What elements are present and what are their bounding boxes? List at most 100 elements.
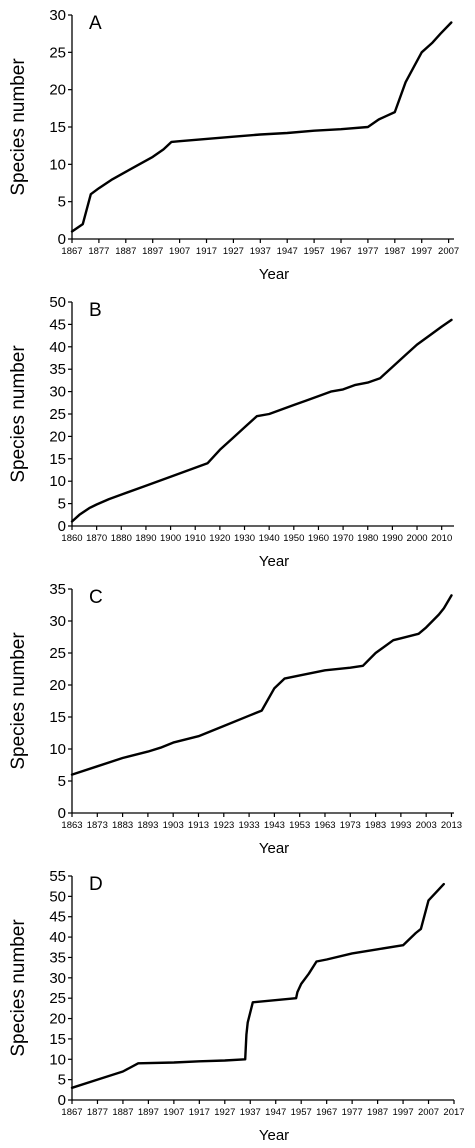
y-tick-label: 10 (49, 473, 66, 490)
y-tick-label: 15 (49, 451, 66, 468)
x-tick-label: 1967 (330, 246, 351, 257)
y-tick-label: 45 (49, 909, 66, 926)
x-tick-label: 1947 (265, 1107, 286, 1118)
x-tick-label: 1893 (137, 820, 158, 831)
x-tick-label: 2013 (441, 820, 462, 831)
x-tick-label: 1993 (390, 820, 411, 831)
y-tick-label: 15 (49, 119, 66, 136)
y-tick-label: 0 (58, 231, 66, 248)
x-tick-label: 1917 (189, 1107, 210, 1118)
x-tick-label: 1957 (291, 1107, 312, 1118)
y-tick-label: 0 (58, 1092, 66, 1109)
x-tick-label: 1923 (213, 820, 234, 831)
y-tick-label: 20 (49, 1011, 66, 1028)
y-tick-label: 10 (49, 1051, 66, 1068)
x-tick-label: 1903 (163, 820, 184, 831)
y-tick-label: 55 (49, 868, 66, 885)
y-tick-label: 20 (49, 82, 66, 99)
x-tick-label: 1970 (333, 533, 354, 544)
x-axis-label: Year (259, 266, 289, 283)
x-tick-label: 1860 (61, 533, 82, 544)
x-tick-label: 1987 (367, 1107, 388, 1118)
y-tick-label: 35 (49, 949, 66, 966)
y-tick-label: 0 (58, 805, 66, 822)
x-tick-label: 2007 (418, 1107, 439, 1118)
x-tick-label: 1880 (111, 533, 132, 544)
x-tick-label: 1927 (223, 246, 244, 257)
x-tick-label: 1920 (209, 533, 230, 544)
x-tick-label: 2000 (406, 533, 427, 544)
x-tick-label: 1940 (259, 533, 280, 544)
x-tick-label: 1870 (86, 533, 107, 544)
x-tick-label: 1887 (115, 246, 136, 257)
y-tick-label: 10 (49, 156, 66, 173)
x-tick-label: 1987 (384, 246, 405, 257)
x-tick-label: 1937 (250, 246, 271, 257)
x-tick-label: 1907 (169, 246, 190, 257)
x-tick-label: 1887 (112, 1107, 133, 1118)
y-tick-label: 30 (49, 384, 66, 401)
y-tick-label: 30 (49, 970, 66, 987)
y-tick-label: 5 (58, 496, 66, 513)
series-line (70, 594, 453, 776)
chart-c-svg: 0 5 10 15 20 25 30 35 1863 1873 1883 1893 1903 1913 19… (8, 581, 462, 857)
x-axis-label: Year (259, 840, 289, 857)
series-line (70, 318, 453, 523)
y-tick-label: 5 (58, 1072, 66, 1089)
panel-label: A (89, 13, 102, 34)
x-tick-label: 2017 (443, 1107, 464, 1118)
x-tick-label: 1983 (365, 820, 386, 831)
y-tick-label: 15 (49, 709, 66, 726)
y-tick-label: 25 (49, 645, 66, 662)
x-tick-label: 1897 (142, 246, 163, 257)
y-tick-label: 50 (49, 888, 66, 905)
x-tick-label: 1963 (314, 820, 335, 831)
x-tick-label: 2003 (416, 820, 437, 831)
x-tick-label: 1973 (340, 820, 361, 831)
x-tick-label: 1953 (289, 820, 310, 831)
x-tick-label: 1967 (316, 1107, 337, 1118)
x-tick-label: 1913 (188, 820, 209, 831)
y-tick-label: 25 (49, 406, 66, 423)
x-tick-label: 1997 (392, 1107, 413, 1118)
x-tick-label: 1957 (304, 246, 325, 257)
panel-label: C (89, 587, 103, 608)
x-tick-label: 1917 (196, 246, 217, 257)
x-tick-label: 1997 (411, 246, 432, 257)
x-tick-label: 1867 (61, 246, 82, 257)
chart-d-svg: 0 5 10 15 20 25 30 35 40 45 50 55 1867 1877 1887 1897 19… (8, 868, 465, 1144)
x-tick-label: 1877 (88, 246, 109, 257)
series-line (70, 21, 453, 233)
chart-b-svg: 0 5 10 15 20 25 30 35 40 45 50 1860 1870 1880 1890 1900… (8, 294, 454, 570)
x-tick-label: 1990 (382, 533, 403, 544)
y-tick-label: 10 (49, 741, 66, 758)
y-tick-label: 25 (49, 44, 66, 61)
chart-panel-d: 0 5 10 15 20 25 30 35 40 45 50 55 1867 1877 1887 1897 19… (0, 861, 475, 1148)
x-tick-label: 1950 (283, 533, 304, 544)
x-tick-label: 2007 (438, 246, 459, 257)
x-tick-label: 1873 (87, 820, 108, 831)
x-tick-label: 1927 (214, 1107, 235, 1118)
y-axis-label: Species number (8, 632, 29, 770)
chart-a-svg: 0 5 10 15 20 25 30 1867 1877 1887 1897 1907 1917 1927… (8, 7, 459, 283)
x-tick-label: 1947 (277, 246, 298, 257)
x-tick-label: 1897 (138, 1107, 159, 1118)
y-tick-label: 30 (49, 7, 66, 24)
x-tick-label: 1960 (308, 533, 329, 544)
y-axis-label: Species number (8, 919, 29, 1057)
y-tick-label: 20 (49, 428, 66, 445)
x-tick-label: 2010 (431, 533, 452, 544)
x-tick-label: 1943 (264, 820, 285, 831)
x-tick-label: 1867 (61, 1107, 82, 1118)
x-tick-label: 1980 (357, 533, 378, 544)
x-tick-label: 1977 (342, 1107, 363, 1118)
y-tick-label: 45 (49, 316, 66, 333)
y-tick-label: 35 (49, 581, 66, 598)
x-tick-label: 1930 (234, 533, 255, 544)
panel-label: B (89, 300, 102, 321)
x-tick-label: 1977 (357, 246, 378, 257)
chart-panel-c: 0 5 10 15 20 25 30 35 1863 1873 1883 1893 1903 1913 19… (0, 574, 475, 861)
x-tick-label: 1907 (163, 1107, 184, 1118)
y-tick-label: 40 (49, 929, 66, 946)
y-tick-label: 30 (49, 613, 66, 630)
